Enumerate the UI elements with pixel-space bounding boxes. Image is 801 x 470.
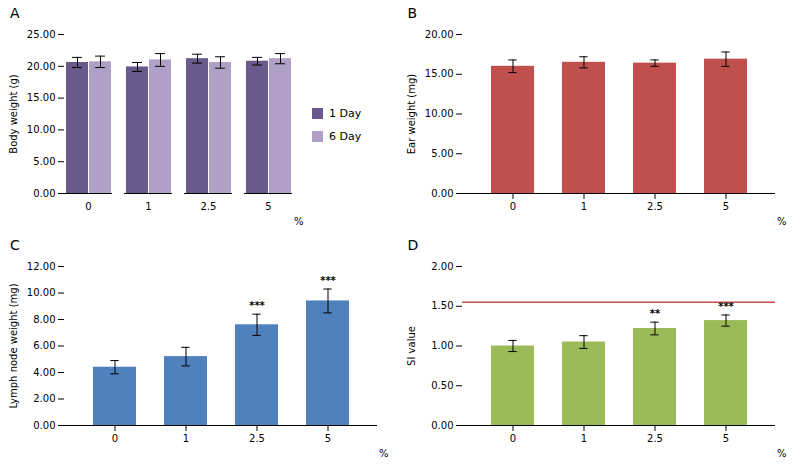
svg-text:***: *** [718, 301, 734, 312]
svg-text:1.50: 1.50 [431, 300, 453, 311]
html-text:D: D [407, 237, 419, 253]
svg-text:5: 5 [325, 433, 331, 444]
svg-text:0.50: 0.50 [431, 380, 453, 391]
svg-text:0: 0 [509, 201, 515, 212]
svg-text:20.00: 20.00 [424, 29, 453, 40]
svg-text:0: 0 [85, 201, 91, 212]
svg-text:10.00: 10.00 [27, 287, 56, 298]
svg-text:5: 5 [265, 201, 271, 212]
svg-text:10.00: 10.00 [27, 124, 56, 135]
svg-text:***: *** [249, 300, 265, 311]
svg-text:2.5: 2.5 [647, 201, 663, 212]
svg-text:2.5: 2.5 [201, 201, 217, 212]
svg-text:5: 5 [722, 433, 728, 444]
html-text:1 Day: 1 Day [329, 106, 362, 120]
svg-text:25.00: 25.00 [27, 29, 56, 40]
svg-text:2.5: 2.5 [647, 433, 663, 444]
svg-text:8.00: 8.00 [33, 314, 55, 325]
svg-text:SI value: SI value [405, 326, 416, 366]
svg-text:1: 1 [580, 201, 586, 212]
svg-text:2.00: 2.00 [33, 393, 55, 404]
svg-text:Ear weight (mg): Ear weight (mg) [405, 74, 416, 155]
svg-text:15.00: 15.00 [27, 92, 56, 103]
svg-text:***: *** [320, 275, 336, 286]
svg-text:**: ** [649, 308, 660, 319]
svg-text:20.00: 20.00 [27, 61, 56, 72]
svg-text:%: % [776, 448, 786, 459]
svg-text:0.00: 0.00 [431, 420, 453, 431]
svg-text:0.00: 0.00 [33, 420, 55, 431]
svg-text:0: 0 [509, 433, 515, 444]
svg-text:5.00: 5.00 [33, 156, 55, 167]
html-text:B: B [407, 5, 418, 21]
svg-text:1: 1 [183, 433, 189, 444]
svg-text:%: % [379, 448, 389, 459]
svg-text:2.5: 2.5 [249, 433, 265, 444]
svg-text:0.00: 0.00 [33, 188, 55, 199]
svg-text:10.00: 10.00 [424, 108, 453, 119]
svg-text:%: % [294, 216, 304, 227]
html-text:A: A [10, 5, 20, 21]
svg-text:2.00: 2.00 [431, 261, 453, 272]
svg-text:15.00: 15.00 [424, 68, 453, 79]
svg-text:12.00: 12.00 [27, 261, 56, 272]
svg-text:4.00: 4.00 [33, 367, 55, 378]
html-text:C: C [10, 237, 20, 253]
svg-text:1.00: 1.00 [431, 340, 453, 351]
svg-text:5: 5 [722, 201, 728, 212]
html-text:6 Day: 6 Day [329, 129, 362, 143]
svg-text:0.00: 0.00 [431, 188, 453, 199]
svg-text:0: 0 [112, 433, 118, 444]
svg-text:Body weight (g): Body weight (g) [8, 74, 19, 154]
svg-text:1: 1 [580, 433, 586, 444]
svg-text:Lymph node weight (mg): Lymph node weight (mg) [8, 283, 19, 408]
svg-text:1: 1 [145, 201, 151, 212]
svg-text:6.00: 6.00 [33, 340, 55, 351]
svg-text:5.00: 5.00 [431, 148, 453, 159]
svg-text:%: % [776, 216, 786, 227]
